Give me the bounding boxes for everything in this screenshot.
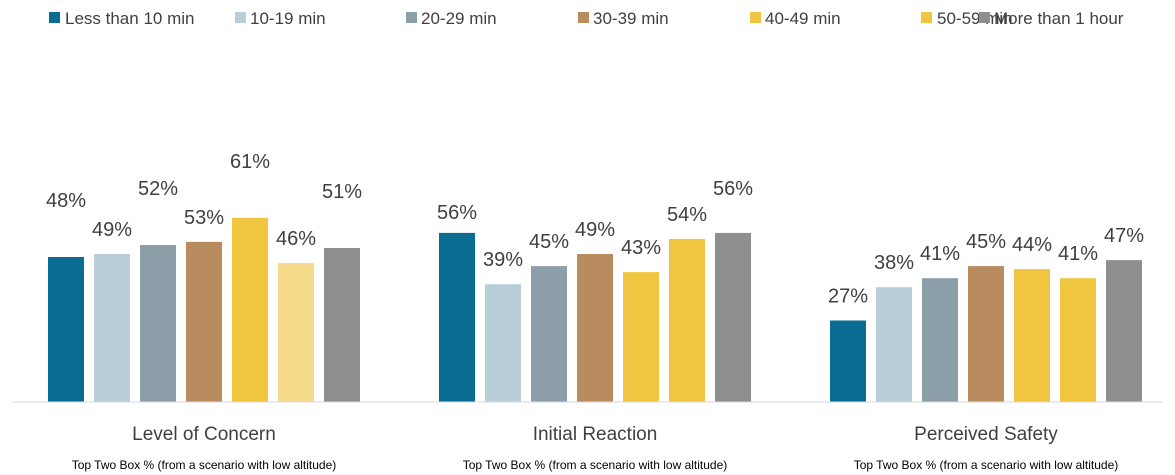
data-label-initial-reaction-more-than-1-hour: 56%	[713, 178, 753, 200]
legend-label-50-59-min: 50-59 min	[937, 9, 1013, 28]
bar-perceived-safety-less-than-10-min	[830, 320, 866, 402]
bar-initial-reaction-30-39-min	[577, 254, 613, 402]
data-label-perceived-safety-less-than-10-min: 27%	[828, 286, 868, 308]
category-subtitle-perceived-safety: Top Two Box % (from a scenario with low …	[854, 458, 1119, 472]
data-label-level-of-concern-30-39-min: 53%	[184, 207, 224, 229]
data-label-level-of-concern-20-29-min: 52%	[138, 178, 178, 200]
legend-swatch-less-than-10-min	[49, 12, 60, 23]
bar-initial-reaction-40-49-min	[623, 272, 659, 402]
legend-label-30-39-min: 30-39 min	[593, 9, 669, 28]
bar-level-of-concern-more-than-1-hour	[324, 248, 360, 402]
bar-level-of-concern-40-49-min	[232, 217, 268, 402]
data-label-initial-reaction-30-39-min: 49%	[575, 219, 615, 241]
data-label-perceived-safety-more-than-1-hour: 47%	[1104, 225, 1144, 247]
data-label-level-of-concern-50-59-min: 46%	[276, 228, 316, 250]
data-label-perceived-safety-20-29-min: 41%	[920, 243, 960, 265]
bar-initial-reaction-10-19-min	[485, 284, 521, 402]
data-label-perceived-safety-40-49-min: 44%	[1012, 234, 1052, 256]
bar-initial-reaction-20-29-min	[531, 266, 567, 402]
bar-level-of-concern-20-29-min	[140, 245, 176, 402]
legend-label-less-than-10-min: Less than 10 min	[65, 9, 194, 28]
bar-initial-reaction-less-than-10-min	[439, 232, 475, 402]
bar-perceived-safety-40-49-min	[1014, 269, 1050, 402]
category-subtitle-level-of-concern: Top Two Box % (from a scenario with low …	[72, 458, 337, 472]
bar-level-of-concern-10-19-min	[94, 254, 130, 402]
category-labels: Level of Concern Top Two Box % (from a sc…	[72, 424, 1119, 472]
data-label-level-of-concern-more-than-1-hour: 51%	[322, 181, 362, 203]
data-label-level-of-concern-40-49-min: 61%	[230, 151, 270, 173]
data-label-initial-reaction-40-49-min: 43%	[621, 237, 661, 259]
data-label-perceived-safety-50-59-min: 41%	[1058, 243, 1098, 265]
legend-swatch-40-49-min	[750, 12, 761, 23]
bar-perceived-safety-50-59-min	[1060, 278, 1096, 402]
legend-swatch-10-19-min	[235, 12, 246, 23]
legend-swatch-more-than-1-hour	[979, 12, 990, 23]
data-label-perceived-safety-30-39-min: 45%	[966, 231, 1006, 253]
data-label-initial-reaction-20-29-min: 45%	[529, 231, 569, 253]
value-labels: 48% 49% 52% 53% 61% 46% 51% 56% 39% 45% 49% 43% 54% 5…	[46, 151, 1144, 308]
legend-swatch-30-39-min	[578, 12, 589, 23]
bar-perceived-safety-20-29-min	[922, 278, 958, 402]
legend-label-more-than-1-hour: More than 1 hour	[994, 9, 1124, 28]
data-label-level-of-concern-less-than-10-min: 48%	[46, 190, 86, 212]
category-label-perceived-safety: Perceived Safety	[914, 424, 1058, 445]
data-label-perceived-safety-10-19-min: 38%	[874, 252, 914, 274]
bar-level-of-concern-less-than-10-min	[48, 257, 84, 402]
bar-perceived-safety-30-39-min	[968, 266, 1004, 402]
legend: Less than 10 min 10-19 min 20-29 min 30-39 …	[49, 9, 1124, 28]
bar-initial-reaction-50-59-min	[669, 238, 705, 402]
category-label-initial-reaction: Initial Reaction	[533, 424, 658, 445]
legend-label-20-29-min: 20-29 min	[421, 9, 497, 28]
bar-perceived-safety-more-than-1-hour	[1106, 260, 1142, 402]
bar-initial-reaction-more-than-1-hour	[715, 232, 751, 402]
category-label-level-of-concern: Level of Concern	[132, 424, 276, 445]
category-subtitle-initial-reaction: Top Two Box % (from a scenario with low …	[463, 458, 728, 472]
legend-label-40-49-min: 40-49 min	[765, 9, 841, 28]
bar-level-of-concern-50-59-min	[278, 263, 314, 402]
legend-label-10-19-min: 10-19 min	[250, 9, 326, 28]
data-label-level-of-concern-10-19-min: 49%	[92, 219, 132, 241]
bar-level-of-concern-30-39-min	[186, 241, 222, 402]
data-label-initial-reaction-less-than-10-min: 56%	[437, 202, 477, 224]
bars	[48, 217, 1142, 402]
data-label-initial-reaction-50-59-min: 54%	[667, 204, 707, 226]
bar-perceived-safety-10-19-min	[876, 287, 912, 402]
data-label-initial-reaction-10-19-min: 39%	[483, 249, 523, 271]
legend-swatch-20-29-min	[406, 12, 417, 23]
legend-swatch-50-59-min	[921, 12, 932, 23]
